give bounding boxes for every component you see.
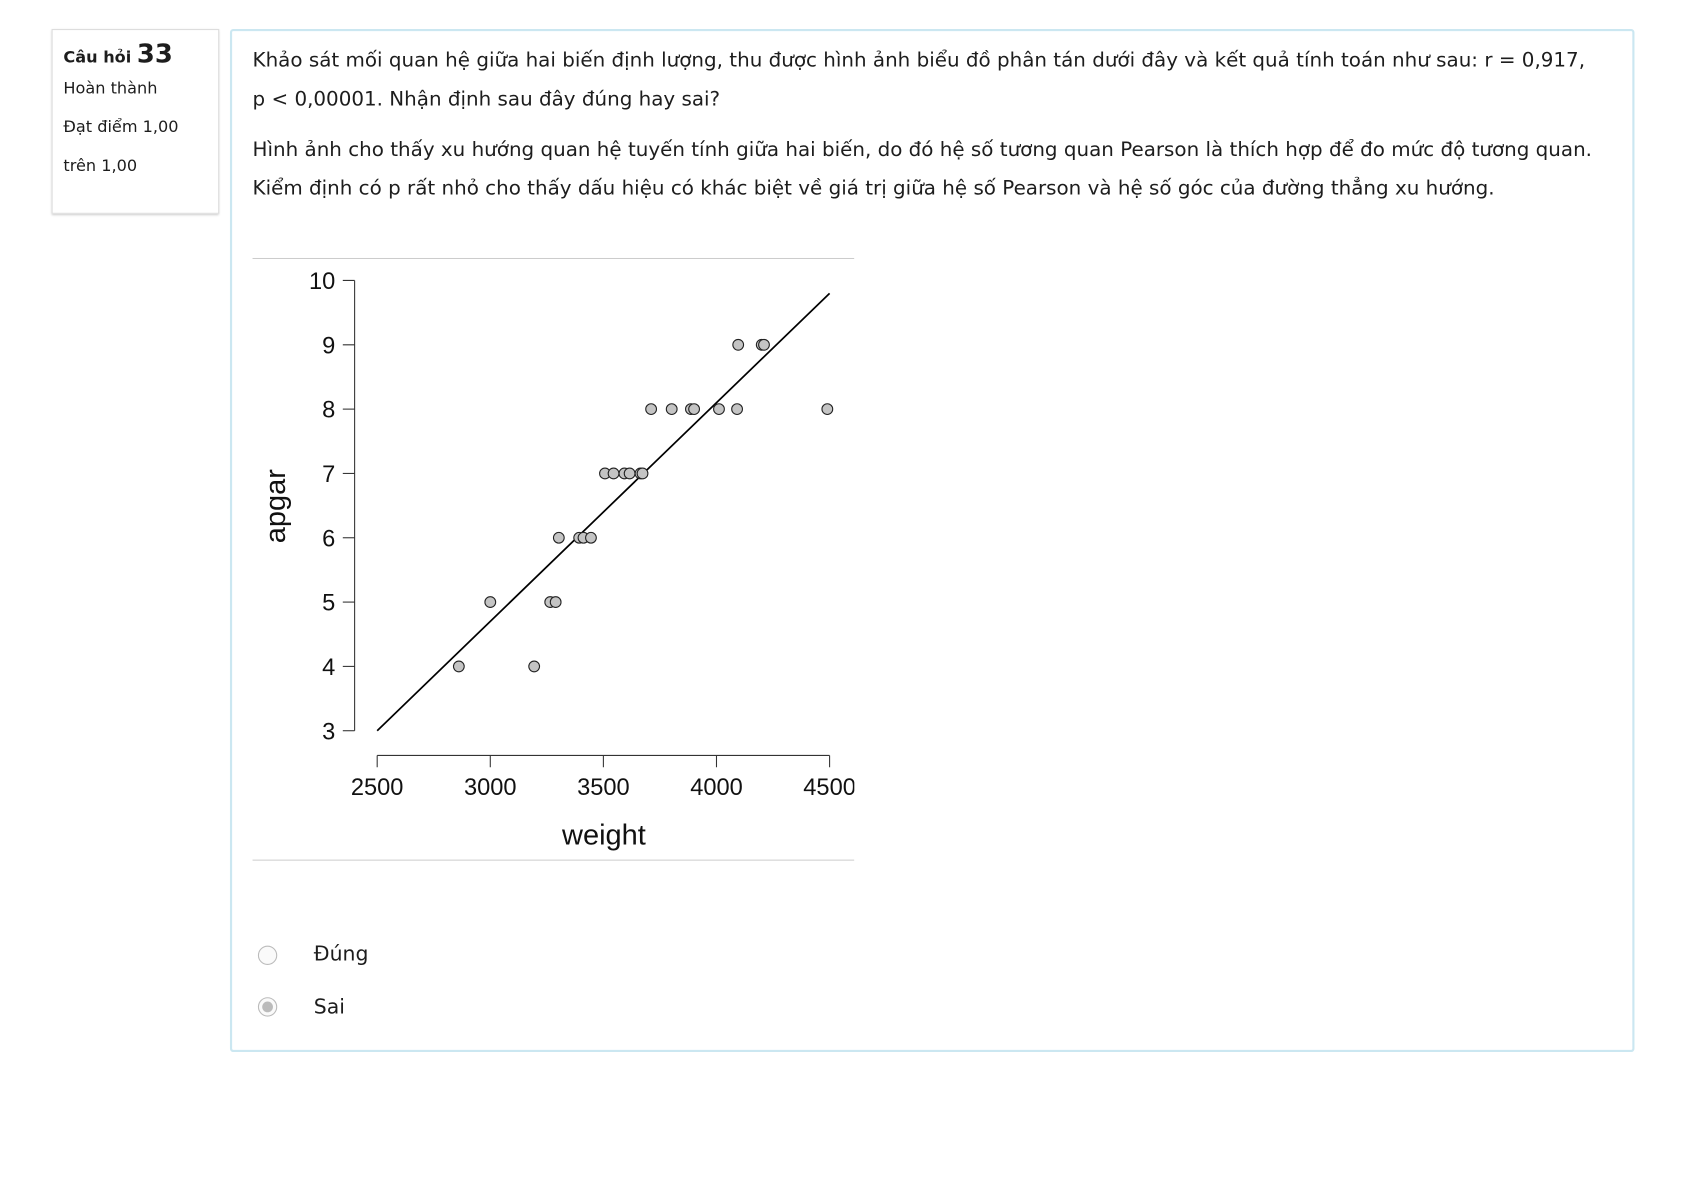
point (645, 403, 658, 416)
point (665, 403, 678, 416)
question-label: Câu hỏi (63, 47, 132, 67)
point (821, 403, 834, 416)
y-tick-label: 6 (322, 526, 335, 552)
option-label[interactable]: Đúng (313, 942, 369, 967)
x-tick-label: 4500 (803, 775, 854, 801)
point (636, 467, 649, 480)
point (732, 338, 745, 351)
question-number-value: 33 (136, 38, 173, 69)
y-tick-label: 9 (322, 333, 335, 359)
question-grade: Đạt điểm 1,00 trên 1,00 (63, 117, 179, 176)
y-axis-title: apgar (260, 469, 292, 544)
point (549, 596, 562, 608)
point (484, 596, 497, 608)
point (585, 531, 597, 544)
x-tick-label: 2500 (351, 775, 404, 801)
point (452, 660, 465, 673)
radio-option[interactable] (257, 945, 278, 965)
question-info: Câu hỏi 33 Hoàn thành Đạt điểm 1,00 trên… (51, 29, 220, 214)
x-tick-label: 3500 (577, 775, 630, 801)
y-tick-label: 3 (322, 719, 335, 745)
point (688, 403, 701, 416)
x-tick-label: 4000 (690, 775, 743, 801)
point (528, 660, 541, 673)
point (607, 467, 620, 480)
point (731, 403, 743, 416)
point (623, 467, 636, 480)
option-label[interactable]: Sai (313, 995, 345, 1019)
point (552, 531, 565, 544)
question-statement: Hình ảnh cho thấy xu hướng quan hệ tuyến… (252, 138, 1593, 200)
point (713, 403, 725, 416)
question-number: Câu hỏi 33 (63, 39, 207, 69)
trend-line (376, 292, 831, 732)
y-tick-label: 10 (309, 269, 335, 295)
question-box (229, 29, 1635, 1053)
chart: weight apgar 3 4 5 6 7 8 9 10 2500 3000 3500 4000 45… (252, 257, 854, 861)
y-tick-label: 4 (322, 655, 335, 681)
x-tick-label: 3000 (464, 775, 517, 801)
radio-option[interactable] (257, 997, 278, 1017)
y-tick-label: 8 (322, 398, 335, 424)
y-tick-label: 7 (322, 462, 335, 488)
y-tick-label: 5 (322, 591, 335, 617)
question-text: Khảo sát mối quan hệ giữa hai biến định … (252, 49, 1586, 111)
point (758, 338, 770, 351)
x-axis-title: weight (561, 820, 646, 852)
question-status: Hoàn thành (63, 78, 158, 98)
